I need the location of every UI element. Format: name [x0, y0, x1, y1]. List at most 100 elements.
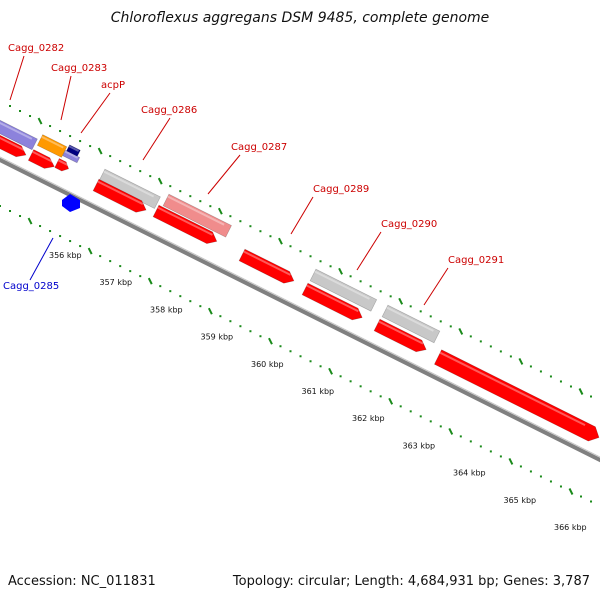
label-leader-line — [356, 231, 382, 271]
tick-mark — [518, 357, 524, 365]
tick-dot — [499, 350, 502, 353]
tick-dot — [79, 140, 82, 143]
feature-gloss — [0, 136, 25, 151]
feature-cagg-0290 — [309, 268, 378, 312]
tick-dot — [169, 290, 172, 293]
tick-dot — [39, 225, 42, 228]
kbp-label: 359 kbp — [201, 333, 234, 342]
tick-dot — [119, 160, 122, 163]
gene-label: Cagg_0283 — [51, 63, 107, 74]
tick-dot — [89, 145, 92, 148]
feature-gloss — [306, 284, 359, 313]
tick-dot — [279, 345, 282, 348]
feature-shape — [373, 318, 427, 353]
feature-cagg-0287 — [162, 193, 232, 238]
tick-dot — [429, 420, 432, 423]
tick-mark — [578, 388, 584, 395]
feature-gloss — [314, 270, 370, 300]
label-leader-line — [9, 55, 25, 101]
tick-dot — [409, 410, 412, 413]
tick-dot — [139, 170, 142, 173]
gene-label-group: Cagg_0287 — [207, 142, 287, 195]
tick-dot — [319, 365, 322, 368]
feature-shape — [301, 282, 363, 321]
tick-dot — [479, 445, 482, 448]
tick-dot — [529, 365, 532, 368]
tick-dot — [409, 305, 412, 308]
gene-label: Cagg_0289 — [313, 184, 369, 195]
feature-gloss — [64, 150, 79, 159]
gene-label-group: acpP — [80, 80, 125, 134]
tick-dot — [509, 355, 512, 358]
tick-dot — [429, 315, 432, 318]
tick-dot — [169, 185, 172, 188]
tick-dot — [199, 305, 202, 308]
tick-dot — [590, 395, 593, 398]
tick-dot — [419, 415, 422, 418]
tick-dot — [219, 315, 222, 318]
tick-dot — [529, 470, 532, 473]
label-leader-line — [60, 75, 72, 121]
tick-dot — [289, 245, 292, 248]
tick-dot — [229, 320, 232, 323]
tick-dot — [369, 285, 372, 288]
inner-tick-row — [0, 205, 593, 503]
kbp-label: 364 kbp — [453, 469, 486, 478]
accession-label: Accession: NC_011831 — [8, 574, 156, 589]
feature-cagg-0283 — [36, 134, 68, 158]
tick-dot — [329, 265, 332, 268]
tick-mark — [328, 367, 333, 375]
genome-backbone-highlight — [0, 156, 600, 458]
tick-dot — [469, 335, 472, 338]
tick-dot — [59, 130, 62, 133]
feature-gloss — [386, 306, 434, 332]
feature-shape — [62, 149, 81, 164]
gene-label-group: Cagg_0283 — [51, 63, 107, 121]
feature-gloss — [103, 170, 155, 198]
tick-dot — [399, 405, 402, 408]
cds-forward — [27, 149, 55, 169]
tick-dot — [559, 485, 562, 488]
label-leader-line — [29, 237, 54, 281]
tick-dot — [179, 295, 182, 298]
tick-dot — [259, 335, 262, 338]
tick-dot — [109, 155, 112, 158]
feature-shape — [238, 248, 295, 284]
feature-acpp-lower — [62, 149, 81, 164]
feature-gloss — [97, 180, 144, 205]
tick-dot — [369, 390, 372, 393]
tick-dot — [349, 380, 352, 383]
feature-gloss — [157, 206, 213, 236]
tick-mark — [27, 217, 33, 225]
tick-dot — [149, 175, 152, 178]
gene-label-group: Cagg_0285 — [3, 237, 59, 292]
tick-dot — [249, 330, 252, 333]
tick-mark — [268, 337, 273, 345]
feature-cagg-0286 — [98, 168, 161, 209]
feature-gloss — [41, 135, 64, 149]
feature-gloss — [243, 250, 291, 276]
tick-dot — [69, 135, 72, 138]
tick-mark — [278, 237, 283, 245]
gene-label-group: Cagg_0286 — [141, 105, 197, 161]
tick-mark — [157, 177, 163, 185]
tick-dot — [439, 320, 442, 323]
tick-dot — [129, 165, 132, 168]
tick-mark — [97, 147, 103, 155]
tick-dot — [489, 345, 492, 348]
tick-dot — [159, 285, 162, 288]
tick-dot — [590, 500, 593, 503]
tick-dot — [539, 370, 542, 373]
tick-dot — [580, 495, 583, 498]
gene-label: Cagg_0290 — [381, 219, 437, 230]
tick-dot — [269, 235, 272, 238]
gene-label: Cagg_0285 — [3, 281, 59, 292]
tick-dot — [49, 230, 52, 233]
tick-dot — [19, 215, 22, 218]
feature-cagg-0285 — [62, 194, 80, 212]
feature-shape — [433, 349, 600, 442]
feature-shape — [309, 268, 378, 312]
tick-mark — [217, 207, 223, 215]
kbp-label: 360 kbp — [251, 360, 284, 369]
